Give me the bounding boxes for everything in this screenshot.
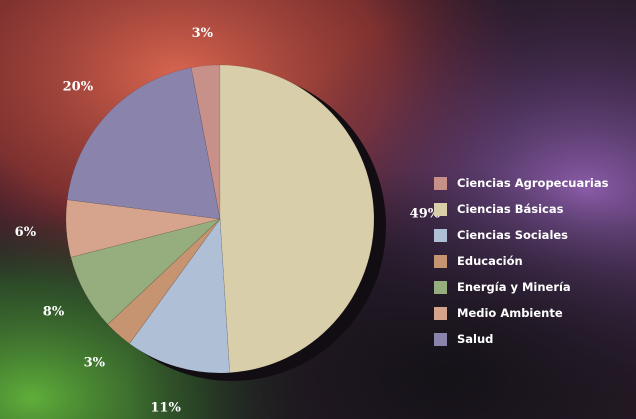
legend-item: Salud (434, 326, 634, 352)
legend-swatch (434, 254, 447, 268)
data-label: 8% (43, 305, 65, 320)
data-label: 49% (410, 207, 441, 222)
legend-swatch (434, 332, 447, 346)
legend-label: Ciencias Básicas (457, 202, 564, 216)
legend-item: Ciencias Agropecuarias (434, 170, 634, 196)
legend-label: Ciencias Sociales (457, 228, 569, 242)
legend-swatch (434, 228, 447, 242)
legend-item: Medio Ambiente (434, 300, 634, 326)
legend-swatch (434, 176, 447, 190)
data-label: 3% (192, 26, 214, 41)
legend-label: Energía y Minería (457, 280, 571, 294)
pie-slice-ciencias-agropecuarias (190, 64, 221, 220)
pie-slice-salud (66, 67, 221, 220)
pie-slice-ciencias-sociales (129, 218, 230, 374)
pie-slice-medio-ambiente (65, 199, 221, 258)
pie-slice-educacion (107, 218, 221, 345)
legend-swatch (434, 202, 447, 216)
legend-item: Educación (434, 248, 634, 274)
data-label: 20% (63, 80, 94, 95)
legend-label: Ciencias Agropecuarias (457, 176, 609, 190)
pie-slice-energia-y-mineria (70, 218, 221, 325)
data-label: 11% (150, 400, 181, 415)
legend-label: Medio Ambiente (457, 306, 563, 320)
legend-label: Salud (457, 332, 494, 346)
legend-item: Energía y Minería (434, 274, 634, 300)
data-label: 6% (15, 225, 37, 240)
legend-swatch (434, 280, 447, 294)
chart-legend: Ciencias Agropecuarias Ciencias Básicas Ci… (434, 170, 634, 352)
legend-item: Ciencias Sociales (434, 222, 634, 248)
pie-slice-ciencias-basicas (219, 64, 375, 374)
data-label: 3% (84, 356, 106, 371)
legend-label: Educación (457, 254, 523, 268)
legend-item: Ciencias Básicas (434, 196, 634, 222)
legend-swatch (434, 306, 447, 320)
